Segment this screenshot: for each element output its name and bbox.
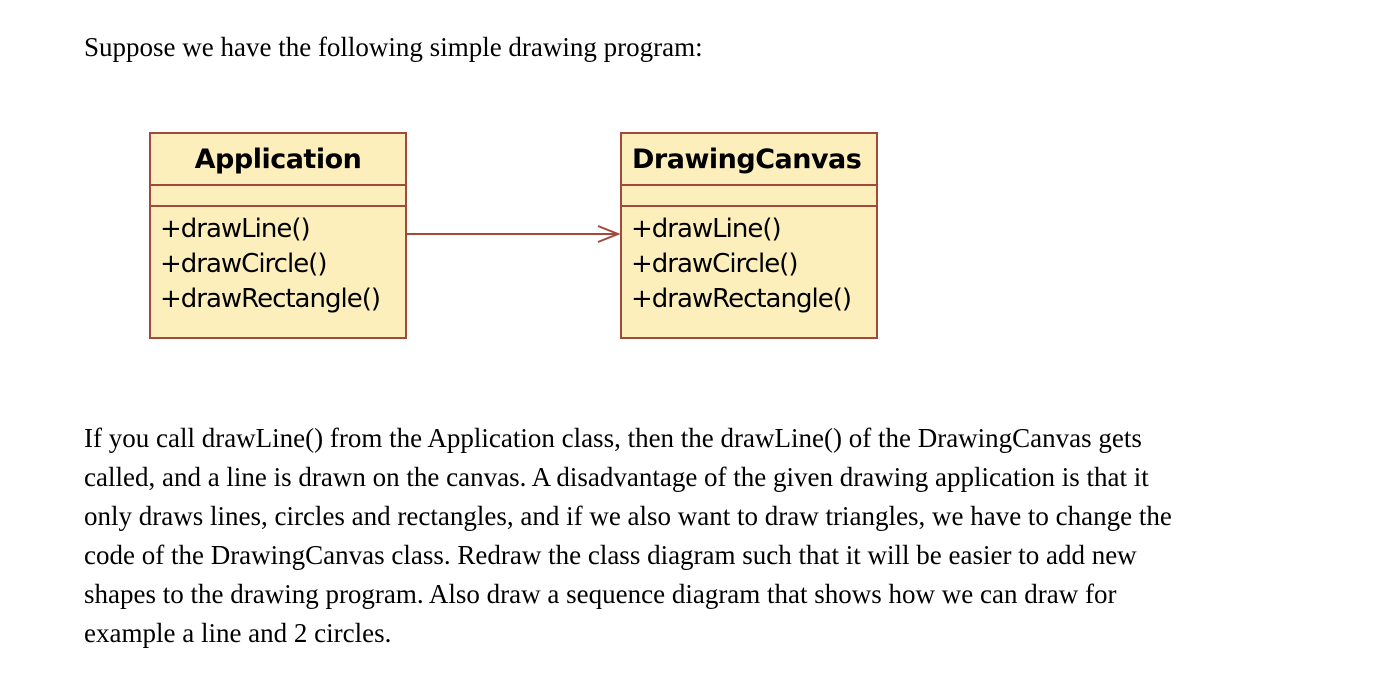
class-name: DrawingCanvas [622,134,876,186]
class-application: Application +drawLine() +drawCircle() +d… [149,132,407,339]
class-attributes [622,186,876,207]
operation: +drawLine() [160,214,311,244]
paragraph-line: example a line and 2 circles. [84,618,392,648]
paragraph-line: code of the DrawingCanvas class. Redraw … [84,540,1137,570]
operation: +drawCircle() [631,249,798,279]
paragraph-line: shapes to the drawing program. Also draw… [84,579,1117,609]
operation: +drawCircle() [160,249,327,279]
operation: +drawLine() [631,214,782,244]
paragraph-line: called, and a line is drawn on the canva… [84,462,1149,492]
paragraph-line: only draws lines, circles and rectangles… [84,501,1172,531]
intro-text: Suppose we have the following simple dra… [84,32,703,62]
class-operations: +drawLine() +drawCircle() +drawRectangle… [151,207,405,317]
body-paragraph: If you call drawLine() from the Applicat… [84,419,1324,653]
class-drawing-canvas: DrawingCanvas +drawLine() +drawCircle() … [620,132,878,339]
operation: +drawRectangle() [160,284,381,314]
paragraph-line: If you call drawLine() from the Applicat… [84,423,1142,453]
class-operations: +drawLine() +drawCircle() +drawRectangle… [622,207,876,317]
class-name: Application [151,134,405,186]
operation: +drawRectangle() [631,284,852,314]
class-attributes [151,186,405,207]
association-arrowhead [597,225,621,243]
